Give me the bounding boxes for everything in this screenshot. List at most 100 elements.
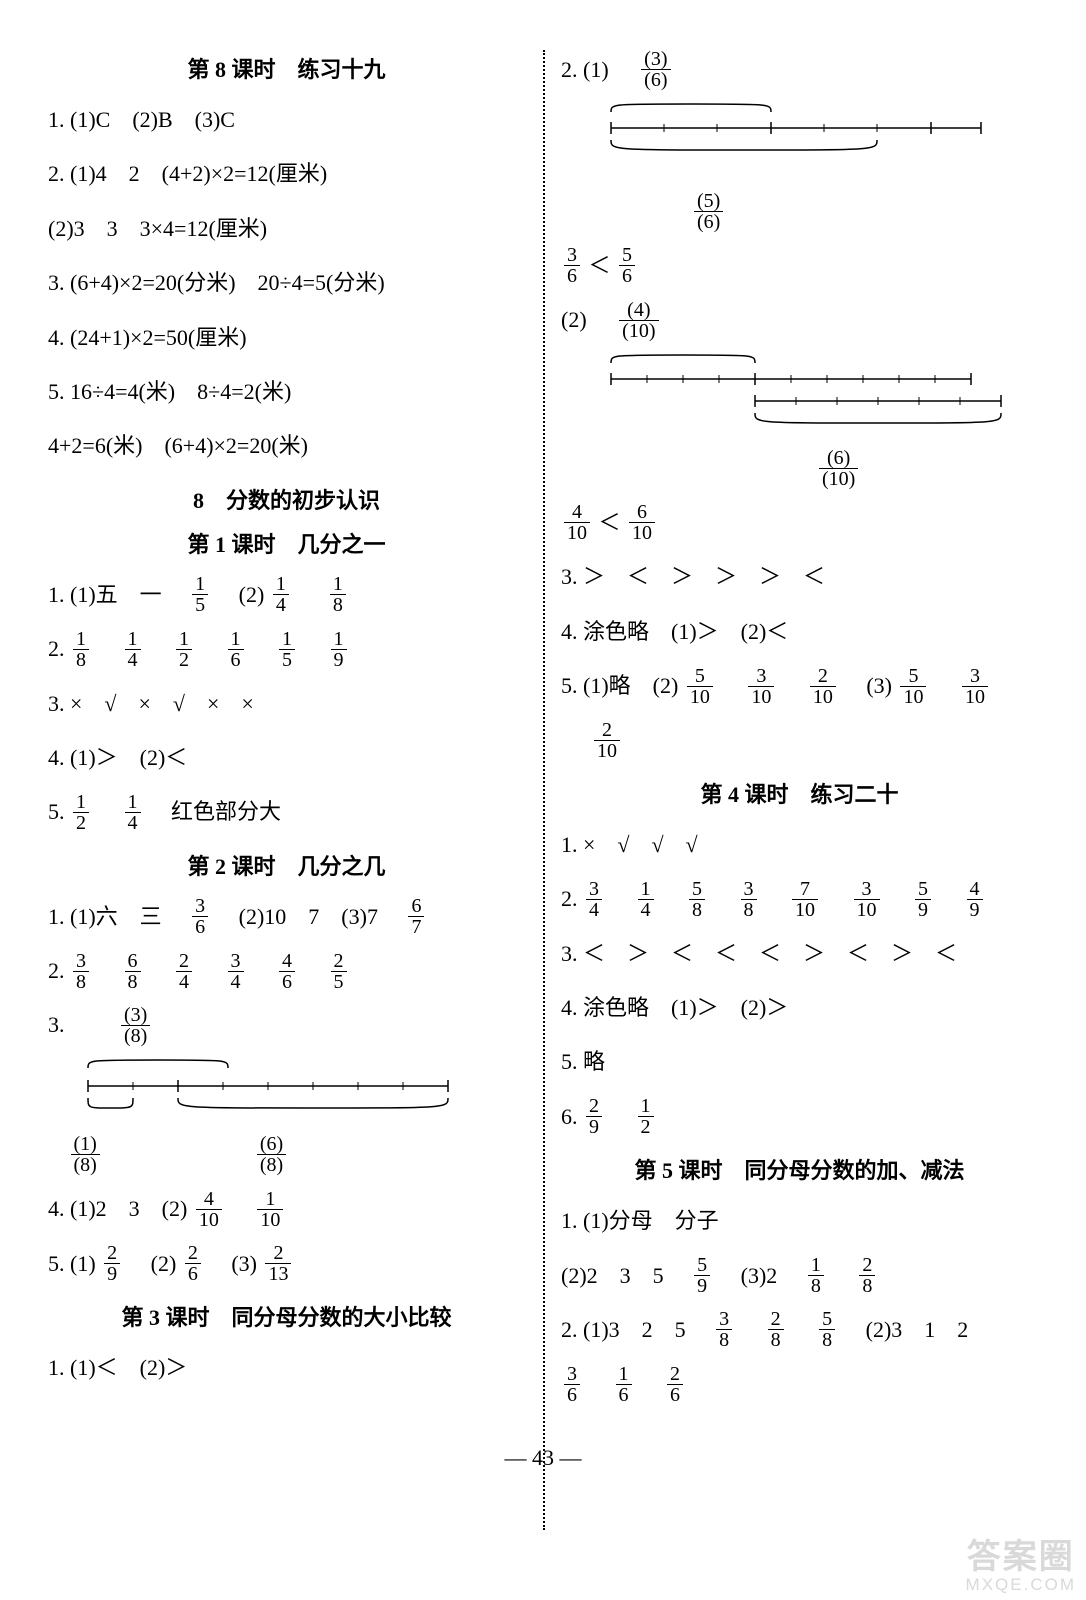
heading: 8 分数的初步认识 — [48, 483, 525, 515]
text: (3) — [844, 673, 892, 698]
watermark: 答案圈 MXQE.COM — [966, 1540, 1076, 1594]
fraction: 38 — [73, 951, 89, 992]
fraction: 610 — [819, 448, 858, 489]
watermark-url: MXQE.COM — [966, 1576, 1076, 1594]
fraction: 67 — [408, 896, 424, 937]
fraction: 310 — [962, 666, 988, 707]
bracket-diagram — [78, 1056, 525, 1131]
text-line: 5. 略 — [561, 1038, 1038, 1086]
fraction: 14 — [125, 792, 141, 833]
fraction: 36 — [641, 49, 670, 90]
fraction: 49 — [967, 879, 983, 920]
text-line: 4. (1)＞ (2)＜ — [48, 734, 525, 782]
text-line: 3. × √ × √ × × — [48, 680, 525, 728]
text: 4. (1)2 3 (2) — [48, 1196, 187, 1221]
text-line: 3. ＜ ＞ ＜ ＜ ＜ ＞ ＜ ＞ ＜ — [561, 930, 1038, 978]
fraction: 310 — [854, 879, 880, 920]
right-column: 2. (1) 36 56 36 ＜ — [543, 40, 1056, 1415]
fraction: 34 — [228, 951, 244, 992]
text-line: 5. (1)略 (2) 510 310 210 (3) 510 310 — [561, 662, 1038, 710]
text-line: 4. 涂色略 (1)＞ (2)＞ — [561, 984, 1038, 1032]
text-line: (2)2 3 5 59 (3)2 18 28 — [561, 1252, 1038, 1300]
text-line: 5. (1) 29 (2) 26 (3) 213 — [48, 1240, 525, 1288]
bracket-diagram — [591, 100, 1038, 195]
fraction: 18 — [71, 1134, 100, 1175]
text-line: 210 — [561, 717, 1038, 765]
fraction: 15 — [192, 574, 208, 615]
text: 红色部分大 — [149, 799, 281, 824]
text-line: 4. 涂色略 (1)＞ (2)＜ — [561, 608, 1038, 656]
text: 5. (1) — [48, 1251, 96, 1276]
text-line: 2. (1) 36 — [561, 46, 1038, 94]
watermark-text: 答案圈 — [966, 1540, 1076, 1576]
text-line: 1. (1)六 三 36 (2)10 7 (3)7 67 — [48, 893, 525, 941]
fraction: 24 — [176, 951, 192, 992]
fraction: 59 — [694, 1255, 710, 1296]
text-line: 6. 29 12 — [561, 1093, 1038, 1141]
text: (2) — [217, 582, 265, 607]
fraction: 18 — [73, 629, 89, 670]
fraction: 68 — [125, 951, 141, 992]
page: 第 8 课时 练习十九 1. (1)C (2)B (3)C 2. (1)4 2 … — [0, 0, 1086, 1435]
heading: 第 8 课时 练习十九 — [48, 52, 525, 84]
heading: 第 4 课时 练习二十 — [561, 777, 1038, 809]
fraction: 36 — [564, 245, 580, 286]
text: 3. — [48, 1012, 65, 1037]
text-line: 5. 16÷4=4(米) 8÷4=2(米) — [48, 368, 525, 416]
text-line: 1. × √ √ √ — [561, 821, 1038, 869]
text: 5. — [48, 799, 70, 824]
fraction: 15 — [279, 629, 295, 670]
text-line: 1. (1)＜ (2)＞ — [48, 1344, 525, 1392]
fraction: 14 — [125, 629, 141, 670]
fraction: 12 — [176, 629, 192, 670]
fraction: 36 — [564, 1364, 580, 1405]
text-line: 1. (1)C (2)B (3)C — [48, 96, 525, 144]
fraction: 14 — [273, 574, 289, 615]
fraction: 14 — [638, 879, 654, 920]
fraction: 210 — [810, 666, 836, 707]
fraction: 29 — [586, 1096, 602, 1137]
text-line: 2. (1)3 2 5 38 28 58 (2)3 1 2 — [561, 1306, 1038, 1354]
heading: 第 2 课时 几分之几 — [48, 849, 525, 881]
fraction: 58 — [819, 1309, 835, 1350]
text-line: 4+2=6(米) (6+4)×2=20(米) — [48, 422, 525, 470]
fraction: 38 — [741, 879, 757, 920]
fraction: 16 — [616, 1364, 632, 1405]
text-line: 610 — [561, 445, 1038, 493]
fraction: 510 — [687, 666, 713, 707]
fraction: 410 — [564, 502, 590, 543]
fraction: 46 — [279, 951, 295, 992]
fraction: 56 — [619, 245, 635, 286]
text-line: 5. 12 14 红色部分大 — [48, 788, 525, 836]
fraction: 68 — [257, 1134, 286, 1175]
text-line: 2. 18 14 12 16 15 19 — [48, 625, 525, 673]
fraction: 38 — [716, 1309, 732, 1350]
fraction: 18 — [808, 1255, 824, 1296]
text-line: (2) 410 — [561, 296, 1038, 344]
text: 1. (1)五 一 — [48, 582, 184, 607]
text-line: 2. 38 68 24 34 46 25 — [48, 947, 525, 995]
fraction: 710 — [792, 879, 818, 920]
text-line: 2. (1)4 2 (4+2)×2=12(厘米) — [48, 150, 525, 198]
fraction: 510 — [900, 666, 926, 707]
bracket-diagram — [591, 351, 1038, 451]
fraction: 410 — [619, 300, 658, 341]
text: (2)3 1 2 — [844, 1317, 969, 1342]
fraction: 16 — [228, 629, 244, 670]
fraction: 610 — [629, 502, 655, 543]
text: (3)2 — [719, 1263, 800, 1288]
column-divider — [543, 50, 545, 1530]
fraction: 310 — [748, 666, 774, 707]
heading: 第 5 课时 同分母分数的加、减法 — [561, 1153, 1038, 1185]
text-line: (2)3 3 3×4=12(厘米) — [48, 205, 525, 253]
heading: 第 3 课时 同分母分数的大小比较 — [48, 1300, 525, 1332]
text: 5. (1)略 (2) — [561, 673, 678, 698]
fraction: 38 — [121, 1005, 150, 1046]
text-line: 4. (24+1)×2=50(厘米) — [48, 314, 525, 362]
fraction: 410 — [196, 1189, 222, 1230]
text-line: 1. (1)分母 分子 — [561, 1197, 1038, 1245]
text: (2) — [129, 1251, 177, 1276]
text-line: 36 16 26 — [561, 1360, 1038, 1408]
fraction: 56 — [694, 191, 723, 232]
text-line: 410 ＜ 610 — [561, 499, 1038, 547]
